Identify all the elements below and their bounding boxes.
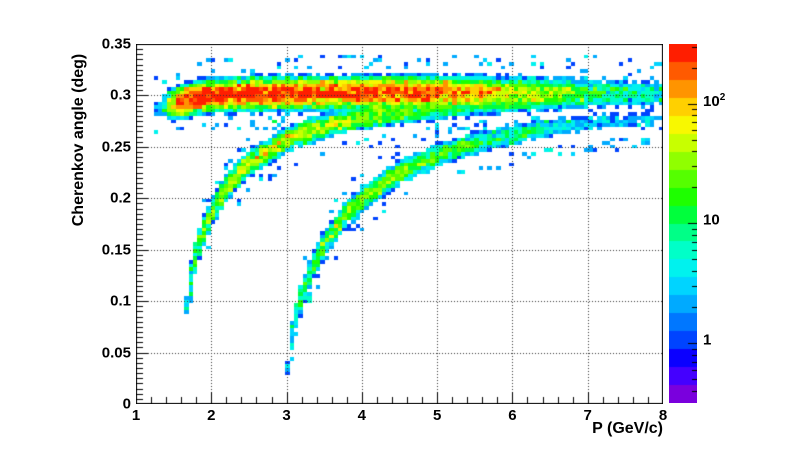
x-axis-title: P (GeV/c) [592, 420, 663, 437]
x-tick-label: 5 [432, 407, 442, 424]
y-tick-label: 0.1 [110, 292, 131, 310]
y-tick-label: 0.2 [110, 189, 131, 207]
y-tick-label: 0.15 [101, 241, 131, 259]
y-axis-title: Cherenkov angle (deg) [70, 53, 87, 227]
x-tick-label: 4 [357, 407, 367, 424]
x-tick-label: 7 [583, 407, 592, 424]
colorbar-gradient [669, 44, 697, 403]
x-tick-label: 6 [508, 407, 517, 424]
y-tick-label: 0 [122, 395, 131, 413]
x-tick-label: 2 [207, 407, 216, 424]
histogram-plot-area [136, 44, 663, 404]
colorbar-tick-label: 10 [703, 211, 720, 228]
colorbar-tick-label: 1 [703, 331, 712, 348]
y-tick-label: 0.25 [101, 138, 131, 156]
x-tick-label: 3 [282, 407, 291, 424]
x-tick-label: 8 [658, 407, 668, 424]
x-tick-label: 1 [131, 407, 141, 424]
y-tick-label: 0.3 [110, 86, 131, 104]
y-tick-label: 0.35 [101, 35, 131, 53]
y-tick-label: 0.05 [101, 344, 131, 362]
colorbar-tick-label: 102 [703, 91, 726, 110]
